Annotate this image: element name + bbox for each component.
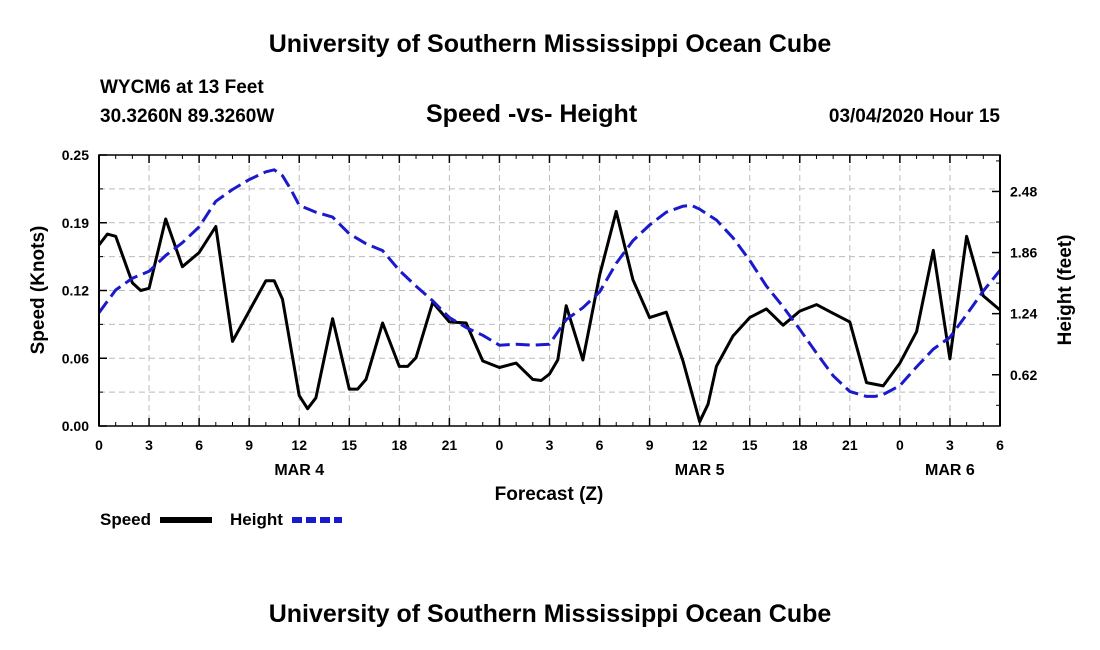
date-label: MAR 4 — [274, 462, 324, 479]
page-title: University of Southern Mississippi Ocean… — [268, 30, 832, 58]
x-tick-label: 0 — [896, 437, 904, 453]
series-layer — [97, 168, 1002, 424]
y-tick-label-right: 1.86 — [1010, 245, 1037, 261]
x-tick-label: 9 — [245, 437, 253, 453]
y-tick-label-right: 0.62 — [1010, 367, 1037, 383]
legend-label-speed: Speed — [100, 510, 151, 529]
x-tick-label: 9 — [646, 437, 654, 453]
x-tick-label: 0 — [95, 437, 103, 453]
station-label: WYCM6 at 13 Feet — [100, 77, 264, 98]
height-series-line — [97, 168, 1002, 398]
tick-layer: 0 3 6 9 12 15 18 21 0 3 6 9 12 15 18 21 0 3 6 MAR 4 MAR 5 MAR… — [62, 147, 1038, 479]
x-tick-label: 18 — [392, 437, 408, 453]
x-tick-label: 6 — [195, 437, 203, 453]
y-tick-label-left: 0.25 — [62, 147, 89, 163]
legend-label-height: Height — [230, 510, 283, 529]
x-tick-label: 12 — [692, 437, 708, 453]
x-tick-label: 3 — [946, 437, 954, 453]
x-tick-label: 15 — [742, 437, 758, 453]
y-tick-label-left: 0.00 — [62, 418, 89, 434]
x-tick-label: 3 — [145, 437, 153, 453]
grid-layer — [99, 155, 1000, 426]
y-axis-label-left: Speed (Knots) — [28, 226, 49, 355]
x-axis-label: Forecast (Z) — [495, 484, 604, 505]
y-axis-label-right: Height (feet) — [1055, 235, 1076, 346]
coordinates-label: 30.3260N 89.3260W — [100, 106, 275, 127]
x-tick-label: 6 — [996, 437, 1004, 453]
y-tick-label-left: 0.19 — [62, 215, 89, 231]
x-tick-label: 6 — [596, 437, 604, 453]
y-tick-label-left: 0.06 — [62, 350, 89, 366]
x-tick-label: 15 — [341, 437, 357, 453]
speed-series-line — [97, 209, 1001, 424]
footer-title: University of Southern Mississippi Ocean… — [268, 600, 832, 628]
x-tick-label: 0 — [496, 437, 504, 453]
y-tick-label-left: 0.12 — [62, 283, 89, 299]
date-label: MAR 5 — [675, 462, 725, 479]
chart-title: Speed -vs- Height — [426, 100, 638, 128]
x-tick-label: 12 — [291, 437, 307, 453]
legend: Speed Height — [100, 510, 342, 529]
y-tick-label-right: 2.48 — [1010, 183, 1037, 199]
x-tick-label: 3 — [546, 437, 554, 453]
timestamp-label: 03/04/2020 Hour 15 — [828, 106, 1000, 127]
x-tick-label: 21 — [442, 437, 458, 453]
y-tick-label-right: 1.24 — [1010, 306, 1037, 322]
x-tick-label: 18 — [792, 437, 808, 453]
x-tick-label: 21 — [842, 437, 858, 453]
date-label: MAR 6 — [925, 462, 975, 479]
